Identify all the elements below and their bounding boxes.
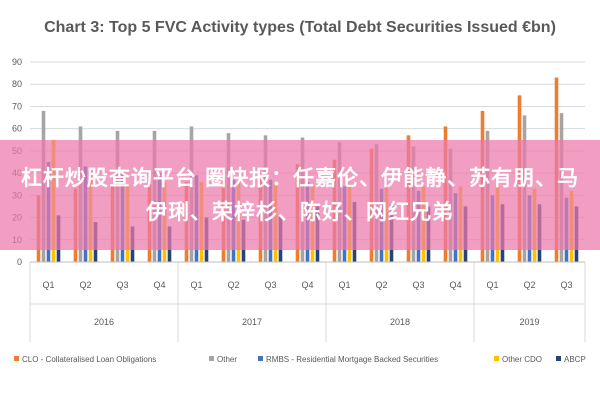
x-tick-label: Q3 xyxy=(264,280,276,290)
legend-label: RMBS - Residential Mortgage Backed Secur… xyxy=(266,355,438,364)
y-tick-label: 0 xyxy=(17,257,22,267)
x-tick-label: Q1 xyxy=(486,280,498,290)
legend-swatch xyxy=(494,356,499,361)
promo-banner-text: 杠杆炒股查询平台 圈快报：任嘉伦、伊能静、苏有朋、马伊琍、荣梓杉、陈好、网红兄弟 xyxy=(20,166,580,224)
x-tick-label: Q4 xyxy=(153,280,165,290)
x-tick-label: Q1 xyxy=(42,280,54,290)
legend-label: CLO - Collateralised Loan Obligations xyxy=(22,355,156,364)
x-tick-label: Q3 xyxy=(412,280,424,290)
x-tick-label: Q2 xyxy=(79,280,91,290)
x-tick-label: Q3 xyxy=(560,280,572,290)
x-tick-label: Q2 xyxy=(375,280,387,290)
x-tick-label: Q1 xyxy=(190,280,202,290)
legend-swatch xyxy=(14,356,19,361)
legend-swatch xyxy=(556,356,561,361)
chart-title: Chart 3: Top 5 FVC Activity types (Total… xyxy=(44,19,556,36)
x-tick-label: Q4 xyxy=(449,280,461,290)
promo-banner-overlay: 杠杆炒股查询平台 圈快报：任嘉伦、伊能静、苏有朋、马伊琍、荣梓杉、陈好、网红兄弟 xyxy=(0,140,600,250)
legend: CLO - Collateralised Loan Obligations Oth… xyxy=(14,355,586,364)
legend-swatch xyxy=(209,356,214,361)
x-tick-label: Q3 xyxy=(116,280,128,290)
legend-swatch xyxy=(258,356,263,361)
x-axis: Q1 Q2 Q3 Q4 Q1 Q2 Q3 Q4 Q1 Q2 Q3 Q4 Q1 Q2 Q3 2016 2017 20… xyxy=(29,261,586,342)
x-tick-label: Q2 xyxy=(227,280,239,290)
x-tick-label: Q1 xyxy=(338,280,350,290)
y-tick-label: 70 xyxy=(12,101,22,111)
x-tick-label: Q2 xyxy=(523,280,535,290)
y-tick-label: 90 xyxy=(12,57,22,67)
x-tick-label: Q4 xyxy=(301,280,313,290)
legend-label: Other CDO xyxy=(502,355,542,364)
year-label: 2016 xyxy=(94,317,114,327)
legend-label: ABCP xyxy=(564,355,586,364)
year-label: 2017 xyxy=(242,317,262,327)
legend-label: Other xyxy=(217,355,237,364)
year-label: 2018 xyxy=(390,317,410,327)
y-tick-label: 80 xyxy=(12,79,22,89)
y-tick-label: 60 xyxy=(12,124,22,134)
year-label: 2019 xyxy=(519,317,539,327)
